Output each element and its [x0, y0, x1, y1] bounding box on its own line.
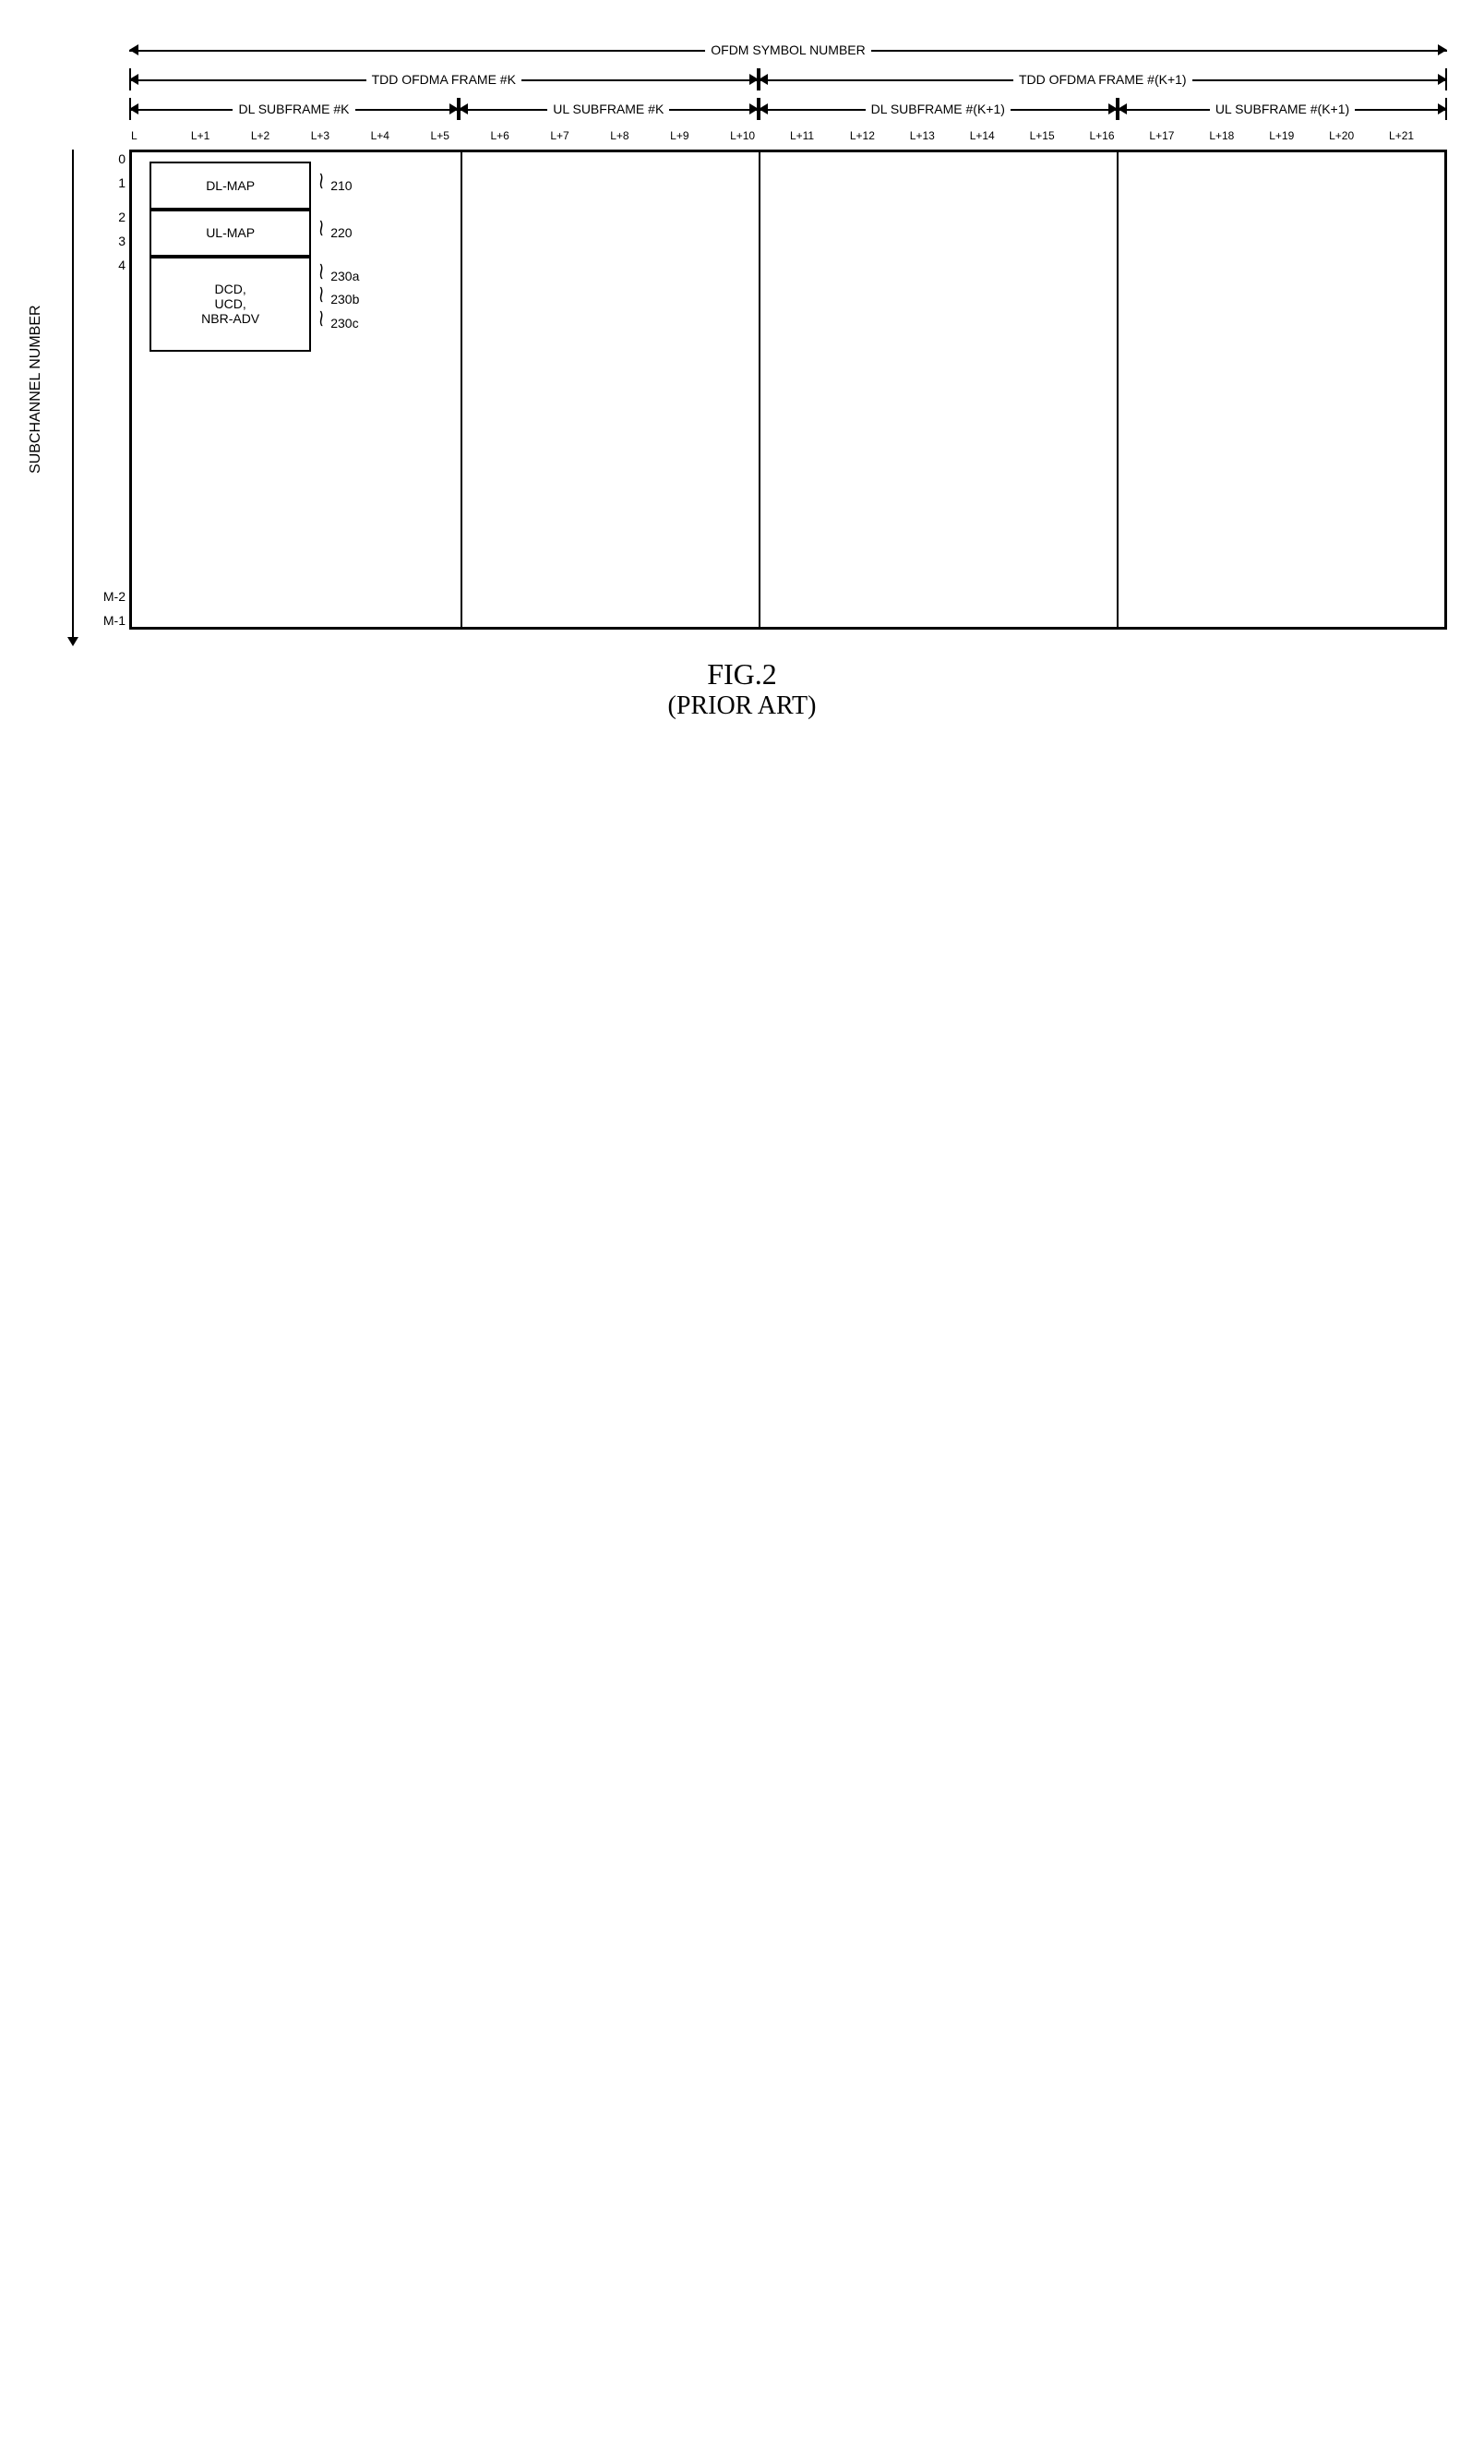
span-seg-label: DL SUBFRAME #(K+1) [866, 102, 1011, 116]
symbol-labels-row: LL+1L+2L+3L+4L+5L+6L+7L+8L+9L+10L+11L+12… [129, 129, 1447, 150]
span-seg-label: TDD OFDMA FRAME #K [366, 72, 521, 87]
symbol-col-label: L+3 [309, 129, 369, 150]
ref-number: 230c [330, 316, 358, 331]
grid-division-line [1117, 152, 1119, 627]
y-tick-label: 4 [118, 258, 126, 272]
symbol-col-label: L+4 [369, 129, 429, 150]
ref-number: 220 [330, 225, 352, 240]
y-tick-label: 2 [118, 210, 126, 224]
symbol-col-label: L [129, 129, 189, 150]
content-box-label: UCD, [201, 296, 259, 311]
span-segment: DL SUBFRAME #(K+1) [759, 96, 1118, 122]
ref-brace: ⁓ [311, 173, 330, 189]
content-box: DCD,UCD,NBR-ADV [150, 257, 311, 352]
y-tick-label: M-1 [103, 613, 126, 628]
content-box-label: DCD, [201, 282, 259, 296]
grid-division-line [461, 152, 462, 627]
y-tick-label: M-2 [103, 589, 126, 604]
caption-prior-art: (PRIOR ART) [18, 691, 1466, 721]
span-segment: UL SUBFRAME #K [459, 96, 759, 122]
ref-number: 210 [330, 178, 352, 193]
symbol-col-label: L+6 [488, 129, 548, 150]
content-box: UL-MAP [150, 210, 311, 257]
symbol-col-label: L+18 [1207, 129, 1267, 150]
symbol-col-label: L+10 [728, 129, 788, 150]
content-box: DL-MAP [150, 162, 311, 209]
symbol-col-label: L+2 [249, 129, 309, 150]
symbol-col-label: L+7 [548, 129, 608, 150]
symbol-col-label: L+8 [608, 129, 668, 150]
span-label-top: OFDM SYMBOL NUMBER [705, 42, 871, 57]
y-ticks: 0 1 2 3 4 M-2 M-1 [44, 150, 129, 630]
frame-grid: DL-MAP⁓210UL-MAP⁓220DCD,UCD,NBR-ADV⁓230a… [129, 150, 1447, 630]
symbol-col-label: L+21 [1387, 129, 1447, 150]
content-box-label: DL-MAP [206, 178, 255, 193]
symbol-col-label: L+15 [1028, 129, 1088, 150]
span-segment: DL SUBFRAME #K [129, 96, 459, 122]
content-box-label: UL-MAP [206, 225, 255, 240]
subframes-row: DL SUBFRAME #K UL SUBFRAME #K DL SUBFRAM… [129, 96, 1447, 122]
symbol-col-label: L+14 [968, 129, 1028, 150]
ref-number: 230a [330, 269, 359, 283]
symbol-col-label: L+12 [848, 129, 908, 150]
symbol-col-label: L+17 [1147, 129, 1207, 150]
span-seg-label: DL SUBFRAME #K [233, 102, 354, 116]
figure-caption: FIG.2 (PRIOR ART) [18, 657, 1466, 721]
span-seg-label: TDD OFDMA FRAME #(K+1) [1013, 72, 1192, 87]
span-seg-label: UL SUBFRAME #K [547, 102, 669, 116]
symbol-col-label: L+20 [1327, 129, 1387, 150]
ofdm-symbol-number-span: OFDM SYMBOL NUMBER [129, 37, 1447, 63]
symbol-col-label: L+11 [788, 129, 848, 150]
symbol-col-label: L+19 [1267, 129, 1327, 150]
grid-division-line [759, 152, 760, 627]
y-axis-label: SUBCHANNEL NUMBER [18, 150, 44, 630]
y-tick-label: 1 [118, 175, 126, 190]
symbol-col-label: L+9 [668, 129, 728, 150]
ref-number: 230b [330, 292, 359, 306]
symbol-col-label: L+5 [429, 129, 489, 150]
span-seg-label: UL SUBFRAME #(K+1) [1210, 102, 1355, 116]
caption-fig: FIG.2 [18, 657, 1466, 691]
frames-row: TDD OFDMA FRAME #K TDD OFDMA FRAME #(K+1… [129, 66, 1447, 92]
ref-brace: ⁓ [311, 286, 330, 303]
symbol-col-label: L+1 [189, 129, 249, 150]
span-segment: TDD OFDMA FRAME #K [129, 66, 759, 92]
ref-brace: ⁓ [311, 220, 330, 236]
ref-brace: ⁓ [311, 310, 330, 327]
y-tick-label: 3 [118, 234, 126, 248]
symbol-col-label: L+13 [908, 129, 968, 150]
ref-brace: ⁓ [311, 263, 330, 280]
symbol-col-label: L+16 [1088, 129, 1148, 150]
span-segment: UL SUBFRAME #(K+1) [1118, 96, 1447, 122]
y-tick-label: 0 [118, 151, 126, 166]
span-segment: TDD OFDMA FRAME #(K+1) [759, 66, 1447, 92]
content-box-label: NBR-ADV [201, 311, 259, 326]
